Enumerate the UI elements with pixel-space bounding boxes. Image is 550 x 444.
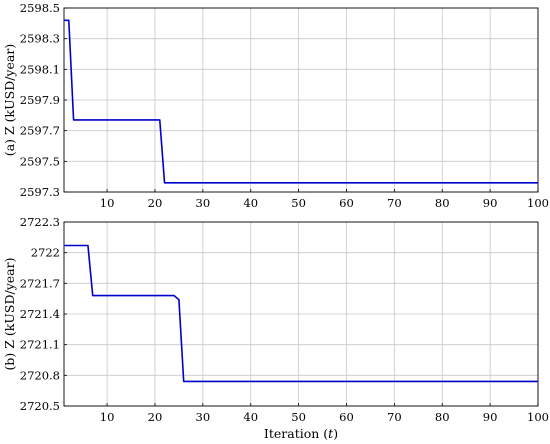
y-tick-label-b: 2721.4: [20, 307, 60, 321]
y-tick-label-a: 2598.5: [20, 1, 60, 15]
y-tick-label-b: 2720.5: [20, 399, 60, 413]
chart-panel-a: 10 20 30 40 50 60 70 80 90 100 2597.3 2597.5 2597.7 2…: [2, 1, 549, 210]
y-tick-label-b: 2721.1: [20, 338, 60, 352]
y-tick-label-a: 2597.3: [20, 185, 60, 199]
y-tick-label-a: 2598.1: [20, 62, 60, 76]
chart-panel-b: 10 20 30 40 50 60 70 80 90 100 2720.5 2720.8 2721.1 2…: [2, 215, 549, 424]
y-tick-label-a: 2597.5: [20, 154, 60, 168]
y-tick-label-a: 2598.3: [20, 32, 60, 46]
x-tick-label-a: 30: [196, 196, 211, 210]
x-tick-label-b: 90: [483, 410, 498, 424]
y-tick-label-b: 2721.7: [20, 276, 60, 290]
x-tick-label-b: 10: [100, 410, 115, 424]
y-tick-label-b: 2722.3: [20, 215, 60, 229]
y-axis-label-b: (b) Z (kUSD/year): [2, 258, 17, 371]
x-tick-label-a: 100: [527, 196, 549, 210]
x-tick-label-b: 60: [339, 410, 354, 424]
x-tick-label-a: 10: [100, 196, 115, 210]
x-tick-label-a: 50: [291, 196, 306, 210]
x-tick-label-b: 40: [243, 410, 258, 424]
x-tick-label-b: 50: [291, 410, 306, 424]
y-tick-label-a: 2597.9: [20, 93, 60, 107]
x-tick-label-b: 70: [387, 410, 402, 424]
x-tick-label-a: 80: [435, 196, 450, 210]
x-tick-label-b: 80: [435, 410, 450, 424]
series-line-b: [64, 244, 538, 383]
x-tick-label-a: 60: [339, 196, 354, 210]
x-tick-label-a: 90: [483, 196, 498, 210]
x-tick-label-a: 40: [243, 196, 258, 210]
y-axis-label-a: (a) Z (kUSD/year): [2, 44, 17, 156]
x-tick-label-a: 20: [148, 196, 163, 210]
series-line-a: [64, 19, 538, 184]
y-tick-label-b: 2722: [31, 246, 60, 260]
x-tick-label-b: 100: [527, 410, 549, 424]
y-tick-label-a: 2597.7: [20, 124, 60, 138]
x-tick-label-b: 30: [196, 410, 211, 424]
x-axis-label: Iteration (t): [264, 426, 338, 441]
x-tick-label-b: 20: [148, 410, 163, 424]
x-tick-label-a: 70: [387, 196, 402, 210]
y-tick-label-b: 2720.8: [20, 368, 60, 382]
